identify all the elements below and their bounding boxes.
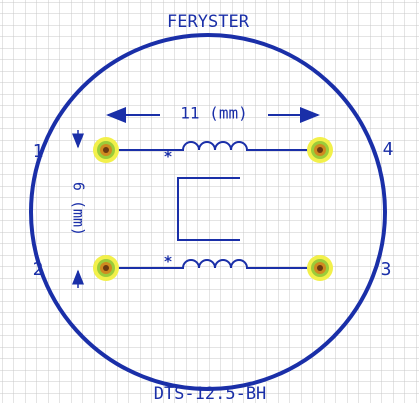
width-label: 11 (mm) — [180, 104, 247, 123]
pad — [93, 137, 119, 163]
pad — [93, 255, 119, 281]
outline-circle — [29, 33, 387, 391]
polarity-dot: * — [163, 253, 172, 271]
pin-label: 1 — [33, 141, 44, 162]
title: FERYSTER — [167, 12, 250, 32]
pin-pads — [93, 137, 333, 281]
pin-label: 3 — [381, 259, 392, 280]
polarity-dot: * — [163, 148, 172, 166]
pad — [307, 137, 333, 163]
winding — [106, 141, 320, 269]
pin-label: 4 — [383, 139, 394, 160]
pin-label: 2 — [33, 259, 44, 280]
pad — [307, 255, 333, 281]
height-label: 6 (mm) — [70, 182, 88, 236]
model: DTS-12.5-BH — [154, 384, 267, 403]
